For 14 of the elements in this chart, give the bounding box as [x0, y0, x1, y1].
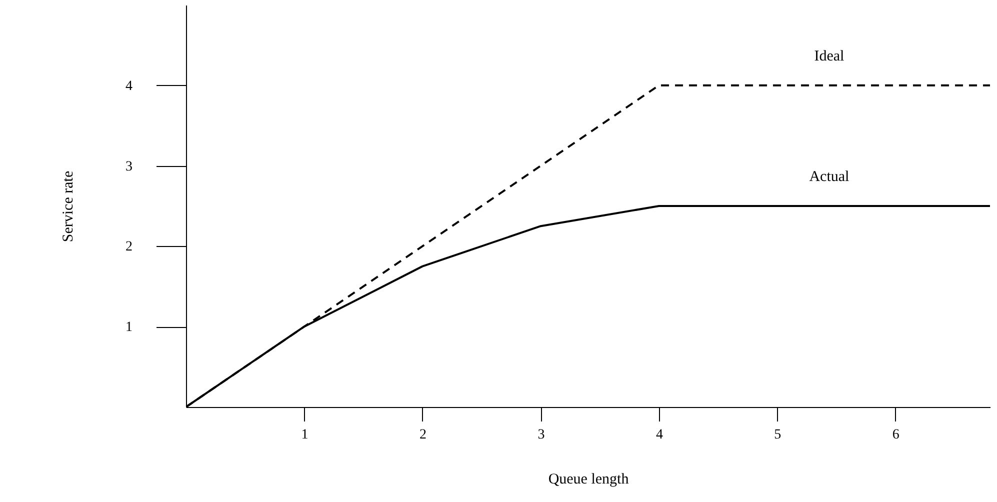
- x-tick-label: 1: [301, 428, 308, 442]
- x-tick-label: 4: [656, 428, 663, 442]
- y-tick-label: 1: [126, 320, 132, 336]
- x-tick-label: 6: [892, 428, 900, 442]
- y-tick-label: 2: [126, 240, 132, 255]
- x-tick-label: 5: [774, 428, 782, 442]
- series-label: Ideal: [814, 48, 844, 64]
- y-axis-title: Service rate: [60, 170, 76, 242]
- x-axis-title: Queue length: [548, 472, 630, 488]
- series-label: Actual: [809, 169, 850, 185]
- y-tick-label: 3: [126, 159, 132, 174]
- y-tick-label: 4: [126, 78, 132, 94]
- x-tick-label: 3: [538, 428, 545, 442]
- x-tick-label: 2: [419, 428, 426, 442]
